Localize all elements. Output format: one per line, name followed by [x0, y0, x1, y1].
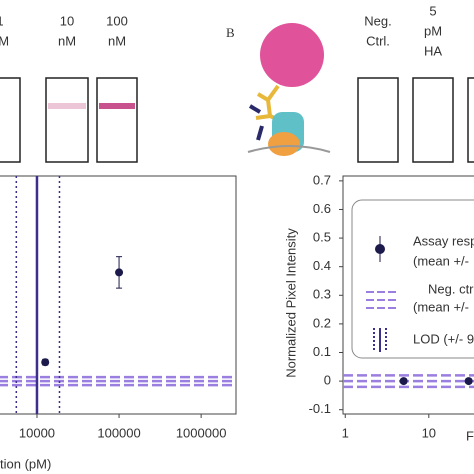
- x-tick-label: 1: [342, 425, 349, 440]
- x-tick-label: 10: [422, 425, 436, 440]
- strip-band: [48, 103, 86, 109]
- x-axis-label: F: [466, 428, 474, 443]
- surface: [247, 145, 331, 153]
- strip-label: Neg.: [364, 13, 391, 28]
- strip-label: HA: [424, 43, 442, 58]
- strip-label: pM: [424, 23, 442, 38]
- legend-box: [351, 199, 474, 359]
- antibody-dark: [248, 104, 264, 141]
- data-point: [464, 377, 473, 386]
- y-axis-label: Normalized Pixel Intensity: [283, 228, 298, 378]
- legend-label: Assay respo: [413, 233, 474, 248]
- strip-label: 10: [60, 13, 74, 28]
- y-tick-label: 0.2: [313, 315, 331, 330]
- test-strip: [467, 77, 474, 163]
- strip-label: 100: [106, 13, 128, 28]
- test-strip: [412, 77, 454, 163]
- antibody: [255, 84, 285, 124]
- y-tick-label: -0.1: [309, 401, 331, 416]
- data-point: [115, 268, 124, 277]
- data-point: [399, 377, 408, 386]
- y-tick-label: 0.5: [313, 230, 331, 245]
- y-tick-label: 0.7: [313, 172, 331, 187]
- test-strip: [357, 77, 399, 163]
- legend: Assay respo(mean +/- Neg. ctrl(mean +/- …: [351, 199, 474, 359]
- legend-label: Neg. ctrl: [428, 281, 474, 296]
- legend-label: LOD (+/- 95%: [413, 331, 474, 346]
- strip-label: nM: [0, 33, 9, 48]
- x-tick-label: 10000: [19, 425, 55, 440]
- y-tick-label: 0.4: [313, 258, 331, 273]
- strip-label: Ctrl.: [366, 33, 390, 48]
- plot-frame: [0, 175, 237, 415]
- y-tick-label: 0.1: [313, 344, 331, 359]
- y-tick-label: 0: [324, 373, 331, 388]
- test-strip: [45, 77, 89, 163]
- x-axis-label: tion (pM): [0, 456, 51, 471]
- y-tick-label: 0.3: [313, 287, 331, 302]
- x-tick-label: 100000: [97, 425, 140, 440]
- illustration: [247, 23, 331, 156]
- legend-label: (mean +/-: [413, 299, 469, 314]
- data-point: [41, 358, 50, 367]
- panel-label: B: [226, 25, 235, 40]
- test-strip: [0, 77, 21, 163]
- legend-swatch: [375, 244, 385, 254]
- strip-label: nM: [108, 33, 126, 48]
- strip-label: 5: [429, 3, 436, 18]
- y-tick-label: 0.6: [313, 201, 331, 216]
- test-strip: [96, 77, 138, 163]
- strip-label: 1: [0, 13, 4, 28]
- x-tick-label: 1000000: [176, 425, 227, 440]
- legend-label: (mean +/-: [413, 253, 469, 268]
- strip-band: [99, 103, 135, 109]
- anchor: [268, 132, 300, 156]
- virus-particle: [260, 23, 324, 87]
- strip-label: nM: [58, 33, 76, 48]
